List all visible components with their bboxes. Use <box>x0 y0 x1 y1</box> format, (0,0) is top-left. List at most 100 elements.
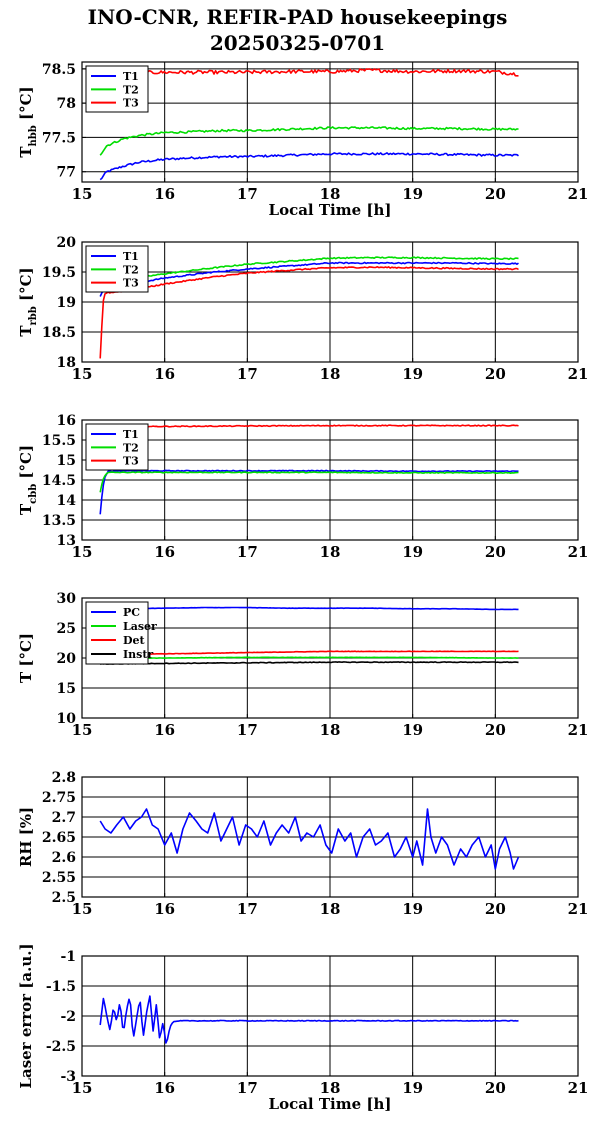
x-tick-label: 20 <box>485 900 506 918</box>
x-tick-label: 21 <box>568 365 589 383</box>
y-tick-label: 19 <box>57 295 76 311</box>
chart-hbb: 15 16 17 18 19 20 21 77 77.5 78 78.5 Local Time [h]… <box>17 61 588 219</box>
figure-title-block: INO-CNR, REFIR-PAD housekeepings 2025032… <box>0 4 595 56</box>
legend-label: T2 <box>123 441 139 454</box>
x-tick-label: 16 <box>154 543 175 561</box>
y-axis-label: RH [%] <box>17 807 35 867</box>
x-tick-label: 20 <box>485 185 506 203</box>
y-tick-label: 77.5 <box>42 130 76 146</box>
series-line-t2 <box>99 256 519 291</box>
legend-label: T3 <box>123 97 139 110</box>
x-tick-label: 18 <box>320 365 341 383</box>
legend-label: PC <box>123 606 140 619</box>
figure-title: INO-CNR, REFIR-PAD housekeepings <box>87 5 508 29</box>
y-tick-label: 19.5 <box>42 265 76 281</box>
chart-laser: 15 16 17 18 19 20 21 -3 -2.5 -2 -1.5 -1 Local Time [… <box>17 943 588 1113</box>
legend-label: Laser <box>123 620 157 633</box>
x-tick-label: 19 <box>402 365 423 383</box>
x-tick-label: 18 <box>320 543 341 561</box>
x-tick-label: 16 <box>154 900 175 918</box>
series-line-t3 <box>99 68 519 77</box>
y-tick-label: -3 <box>60 1069 76 1085</box>
x-tick-label: 18 <box>320 1079 341 1097</box>
series-line-t2 <box>99 126 519 156</box>
figure-subtitle: 20250325-0701 <box>209 31 386 55</box>
series-line-laser <box>100 656 519 660</box>
chart-rh: 15 16 17 18 19 20 21 2.5 2.55 2.6 2.65 2.7 2.75 2.8 RH… <box>17 770 588 918</box>
y-tick-label: -1.5 <box>46 979 76 995</box>
x-tick-label: 17 <box>237 185 258 203</box>
series-group <box>99 606 519 665</box>
series-line-data <box>99 808 520 870</box>
legend-label: Instr <box>123 648 153 661</box>
y-tick-label: 30 <box>57 591 77 607</box>
x-tick-label: 16 <box>154 365 175 383</box>
x-tick-label: 20 <box>485 721 506 739</box>
x-tick-label: 17 <box>237 543 258 561</box>
series-line-data <box>99 995 519 1044</box>
x-tick-label: 15 <box>72 1079 93 1097</box>
x-tick-label: 15 <box>72 900 93 918</box>
legend-label: T1 <box>123 250 139 263</box>
x-tick-label: 15 <box>72 543 93 561</box>
x-tick-label: 21 <box>568 1079 589 1097</box>
series-group <box>99 995 519 1044</box>
legend-label: Det <box>123 634 146 647</box>
y-tick-label: 14.5 <box>42 473 76 489</box>
x-axis-label: Local Time [h] <box>269 1095 392 1113</box>
x-tick-label: 17 <box>237 721 258 739</box>
legend-label: T3 <box>123 277 139 290</box>
y-tick-label: 13 <box>57 533 76 549</box>
x-tick-label: 21 <box>568 900 589 918</box>
x-axis-label: Local Time [h] <box>269 201 392 219</box>
y-tick-label: 2.7 <box>52 810 76 826</box>
x-tick-label: 19 <box>402 1079 423 1097</box>
series-group <box>99 68 519 181</box>
x-tick-label: 21 <box>568 543 589 561</box>
x-tick-label: 19 <box>402 721 423 739</box>
y-tick-label: 20 <box>57 235 77 251</box>
x-tick-label: 16 <box>154 185 175 203</box>
y-tick-label: 2.65 <box>42 830 76 846</box>
series-line-pc <box>100 606 519 611</box>
y-tick-label: 78 <box>57 96 76 112</box>
series-line-det <box>100 650 519 656</box>
y-tick-label: 15 <box>57 681 76 697</box>
series-group <box>99 256 519 359</box>
series-line-t1 <box>99 152 519 181</box>
x-tick-label: 18 <box>320 185 341 203</box>
series-group <box>99 808 520 870</box>
y-tick-label: 78.5 <box>42 62 76 78</box>
y-tick-label: 2.75 <box>42 790 76 806</box>
y-tick-label: 15.5 <box>42 433 76 449</box>
x-tick-label: 15 <box>72 721 93 739</box>
y-tick-label: 2.5 <box>52 890 76 906</box>
y-tick-label: -2 <box>60 1009 76 1025</box>
x-tick-label: 16 <box>154 1079 175 1097</box>
legend-label: T3 <box>123 455 139 468</box>
series-group <box>99 424 519 515</box>
chart-cbb: 15 16 17 18 19 20 21 13 13.5 14 14.5 15 15.5 16 Tcbb [… <box>17 413 588 561</box>
x-tick-label: 15 <box>72 185 93 203</box>
legend-label: T1 <box>123 428 139 441</box>
x-tick-label: 19 <box>402 900 423 918</box>
y-tick-label: 18 <box>57 355 76 371</box>
series-line-t3 <box>99 265 519 359</box>
series-line-instr <box>99 661 519 665</box>
y-tick-label: 16 <box>57 413 76 429</box>
y-tick-label: 2.55 <box>42 870 76 886</box>
x-tick-label: 19 <box>402 543 423 561</box>
series-line-t2 <box>99 471 519 493</box>
x-tick-label: 17 <box>237 1079 258 1097</box>
y-axis-label: T [°C] <box>17 633 35 683</box>
y-tick-label: 13.5 <box>42 513 76 529</box>
x-tick-label: 18 <box>320 900 341 918</box>
y-tick-label: -1 <box>60 949 76 965</box>
y-tick-label: 15 <box>57 453 76 469</box>
x-tick-label: 15 <box>72 365 93 383</box>
